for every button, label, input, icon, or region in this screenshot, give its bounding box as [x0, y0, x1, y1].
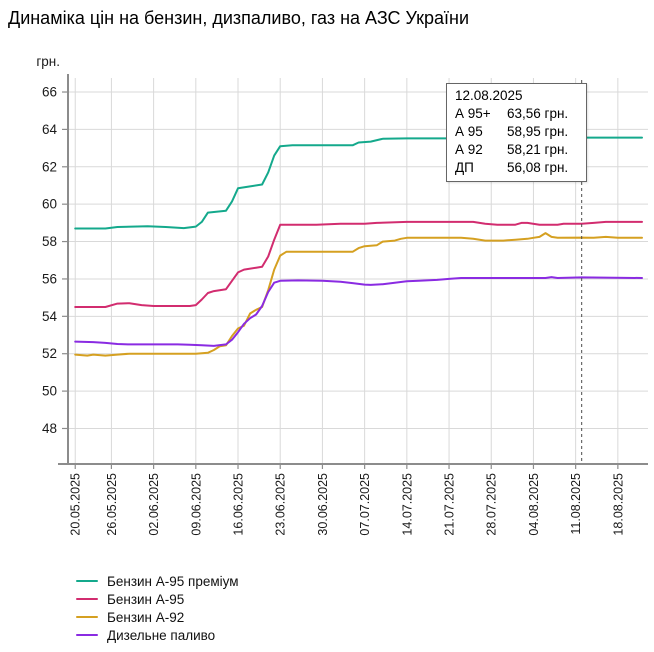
series-line-a95	[74, 220, 643, 308]
x-tick-label: 11.08.2025	[569, 473, 583, 535]
legend-item-diesel[interactable]: Дизельне паливо	[76, 626, 239, 644]
series-line-diesel	[74, 276, 643, 347]
legend-label: Дизельне паливо	[107, 627, 216, 643]
y-tick-label: 66	[42, 85, 57, 100]
tooltip-row: А 95+ 63,56 грн.	[455, 105, 578, 123]
y-tick-label: 64	[42, 122, 58, 137]
series-line-a95-premium	[74, 136, 643, 230]
tooltip-series-value: 56,08 грн.	[507, 160, 569, 175]
y-tick-label: 48	[42, 421, 57, 436]
chart-tooltip: 12.08.2025 А 95+ 63,56 грн. А 95 58,95 г…	[446, 83, 587, 182]
x-tick-label: 18.08.2025	[611, 473, 625, 536]
x-tick-label: 20.05.2025	[69, 473, 83, 536]
y-tick-label: 52	[42, 346, 57, 361]
tooltip-row: ДП 56,08 грн.	[455, 159, 578, 177]
tooltip-row: А 95 58,95 грн.	[455, 123, 578, 141]
chart-legend: Бензин А-95 преміум Бензин А-95 Бензин А…	[76, 572, 239, 644]
series-line-a92	[74, 232, 643, 357]
y-tick-labels: 48 50 52 54 56 58 60 62 64 66	[42, 85, 58, 436]
tooltip-series-label: А 95	[455, 124, 483, 139]
tooltip-series-label: А 92	[455, 142, 483, 157]
legend-item-a95[interactable]: Бензин А-95	[76, 590, 239, 608]
axis-tick-marks	[62, 91, 619, 469]
x-tick-label: 26.05.2025	[105, 473, 119, 536]
y-axis-unit-label: грн.	[36, 54, 60, 69]
tooltip-series-label: А 95+	[455, 106, 491, 121]
legend-swatch-a92-icon	[76, 615, 98, 619]
y-tick-label: 54	[42, 309, 58, 324]
y-tick-label: 50	[42, 384, 57, 399]
tooltip-series-label: ДП	[455, 160, 474, 175]
legend-swatch-a95-icon	[76, 597, 98, 601]
x-tick-label: 07.07.2025	[358, 473, 372, 536]
x-tick-label: 09.06.2025	[189, 473, 203, 536]
x-tick-label: 23.06.2025	[274, 473, 288, 536]
legend-label: Бензин А-95	[107, 591, 185, 607]
y-tick-label: 60	[42, 197, 57, 212]
legend-swatch-diesel-icon	[76, 633, 98, 637]
x-tick-label: 28.07.2025	[485, 473, 499, 536]
y-tick-label: 58	[42, 234, 57, 249]
x-tick-labels: 20.05.2025 26.05.2025 02.06.2025 09.06.2025…	[69, 473, 626, 536]
x-tick-label: 21.07.2025	[443, 473, 457, 536]
x-tick-label: 02.06.2025	[147, 473, 161, 536]
x-tick-label: 16.06.2025	[232, 473, 246, 536]
tooltip-date: 12.08.2025	[455, 88, 523, 103]
legend-item-a92[interactable]: Бензин А-92	[76, 608, 239, 626]
legend-label: Бензин А-92	[107, 609, 185, 625]
y-tick-label: 62	[42, 159, 57, 174]
tooltip-series-value: 58,95 грн.	[507, 124, 569, 139]
legend-label: Бензин А-95 преміум	[107, 573, 239, 589]
x-tick-label: 14.07.2025	[400, 473, 414, 536]
legend-swatch-a95-premium-icon	[76, 579, 98, 583]
tooltip-row: А 92 58,21 грн.	[455, 141, 578, 159]
legend-item-a95-premium[interactable]: Бензин А-95 преміум	[76, 572, 239, 590]
y-tick-label: 56	[42, 271, 57, 286]
tooltip-series-value: 58,21 грн.	[507, 142, 569, 157]
x-tick-label: 30.06.2025	[316, 473, 330, 536]
x-tick-label: 04.08.2025	[527, 473, 541, 536]
tooltip-series-value: 63,56 грн.	[507, 106, 569, 121]
page-title: Динаміка цін на бензин, дизпаливо, газ н…	[8, 8, 470, 28]
